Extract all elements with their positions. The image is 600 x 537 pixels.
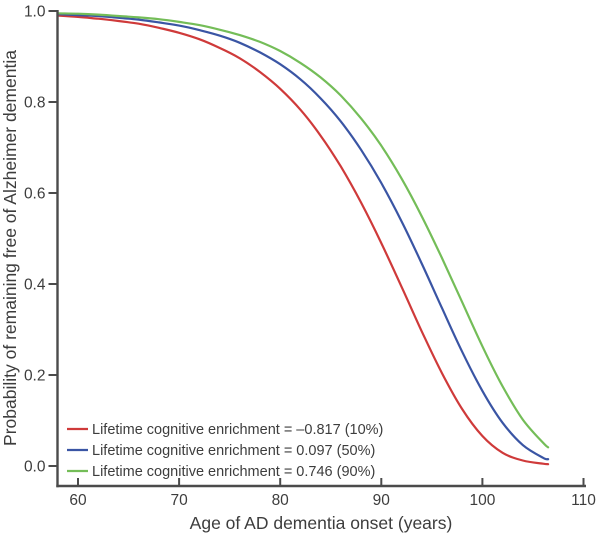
- curve-group: [56, 12, 550, 466]
- x-tick-label: 100: [469, 492, 495, 509]
- x-tick-label: 60: [69, 492, 87, 509]
- survival-curve-90%: [56, 12, 550, 449]
- x-tick-label: 110: [571, 492, 596, 509]
- axes-group: 60 70 80 90 100 110 0.0 0.2 0.4 0.6 0.8 1.0: [24, 4, 596, 510]
- x-tick-label: 70: [170, 492, 188, 509]
- legend-item: Lifetime cognitive enrichment = 0.746 (9…: [67, 464, 375, 480]
- y-tick-label: 0.8: [24, 95, 46, 112]
- y-tick-label: 0.4: [24, 277, 46, 294]
- x-axis-title: Age of AD dementia onset (years): [190, 513, 453, 533]
- y-tick-label: 0.6: [24, 186, 46, 203]
- x-tick-label: 90: [373, 492, 391, 509]
- y-axis-title: Probability of remaining free of Alzheim…: [0, 50, 20, 446]
- x-tick-label: 80: [272, 492, 290, 509]
- legend-item: Lifetime cognitive enrichment = 0.097 (5…: [67, 443, 375, 459]
- legend-label: Lifetime cognitive enrichment = 0.097 (5…: [92, 443, 375, 459]
- legend-label: Lifetime cognitive enrichment = –0.817 (…: [92, 422, 383, 438]
- legend: Lifetime cognitive enrichment = –0.817 (…: [67, 422, 383, 480]
- y-tick-label: 0.0: [24, 459, 46, 476]
- y-tick-label: 0.2: [24, 368, 46, 385]
- legend-label: Lifetime cognitive enrichment = 0.746 (9…: [92, 464, 375, 480]
- legend-item: Lifetime cognitive enrichment = –0.817 (…: [67, 422, 383, 438]
- survival-curve-10%: [56, 14, 550, 466]
- survival-curve-50%: [56, 13, 550, 461]
- y-tick-label: 1.0: [24, 4, 46, 21]
